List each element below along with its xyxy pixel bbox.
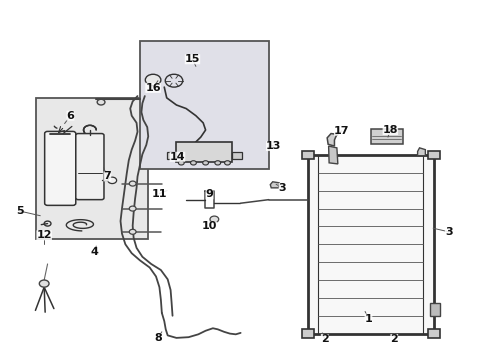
Text: 3: 3 [278, 183, 285, 193]
Text: 5: 5 [16, 206, 23, 216]
Bar [166, 152, 176, 159]
Circle shape [129, 229, 136, 234]
Bar [427, 329, 439, 338]
Bar [301, 329, 313, 338]
FancyBboxPatch shape [76, 134, 104, 200]
Text: 4: 4 [91, 247, 99, 257]
Text: 14: 14 [169, 152, 185, 162]
Text: 9: 9 [205, 189, 213, 199]
Text: 11: 11 [151, 189, 167, 199]
Circle shape [178, 161, 184, 165]
Circle shape [214, 161, 220, 165]
Polygon shape [326, 134, 336, 146]
FancyBboxPatch shape [44, 131, 76, 205]
Bar [301, 151, 313, 159]
Circle shape [190, 161, 196, 165]
Circle shape [129, 206, 136, 211]
Bar [370, 129, 402, 144]
Circle shape [224, 161, 230, 165]
Circle shape [145, 74, 161, 86]
Polygon shape [270, 182, 279, 188]
Text: 2: 2 [389, 334, 397, 344]
Text: 17: 17 [333, 126, 349, 136]
Circle shape [39, 280, 49, 287]
Polygon shape [328, 146, 337, 164]
Bar [140, 41, 268, 169]
Text: 15: 15 [184, 54, 200, 64]
Text: 3: 3 [444, 227, 451, 237]
Text: 8: 8 [154, 333, 162, 343]
Bar [429, 303, 439, 316]
Circle shape [209, 216, 218, 222]
Bar [176, 143, 232, 162]
Text: 16: 16 [145, 83, 161, 93]
Text: 6: 6 [66, 111, 74, 121]
Bar [427, 151, 439, 159]
Circle shape [108, 177, 116, 184]
Text: 1: 1 [364, 314, 371, 324]
Bar [307, 155, 433, 334]
Text: 7: 7 [103, 171, 111, 181]
Text: 13: 13 [265, 141, 281, 151]
Circle shape [97, 99, 105, 105]
Bar [232, 152, 242, 159]
Polygon shape [417, 148, 425, 156]
Text: 18: 18 [382, 125, 397, 135]
Text: 10: 10 [202, 221, 217, 231]
Text: 12: 12 [36, 230, 52, 240]
Text: 2: 2 [320, 334, 328, 344]
Circle shape [202, 161, 208, 165]
Circle shape [129, 181, 136, 186]
Bar [36, 98, 148, 239]
